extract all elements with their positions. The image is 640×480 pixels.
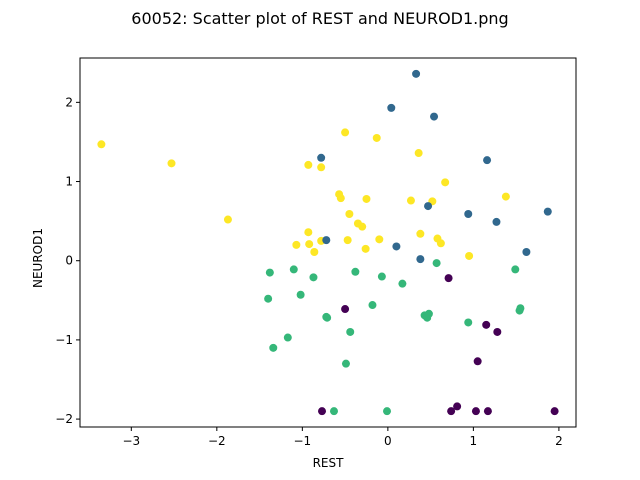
scatter-point [351,267,360,276]
scatter-point [447,407,456,416]
scatter-point [412,69,421,78]
y-tick-label: 1 [65,175,73,189]
scatter-point [483,407,492,416]
scatter-point [283,333,292,342]
scatter-point [550,407,559,416]
x-axis-label: REST [313,456,345,470]
y-tick-label: −1 [55,333,73,347]
scatter-point [432,259,441,268]
scatter-point [323,313,332,322]
x-tick-label: −2 [208,434,226,448]
scatter-point [368,301,377,310]
scatter-point [343,236,352,245]
scatter-point [511,265,520,274]
scatter-point [464,318,473,327]
scatter-point [444,274,453,283]
scatter-point [310,248,319,256]
scatter-point [501,192,510,201]
scatter-point [430,112,439,121]
y-tick-label: 0 [65,254,73,268]
scatter-point [441,178,450,187]
scatter-point [265,268,274,277]
y-tick-label: 2 [65,95,73,109]
scatter-point [375,235,384,244]
x-tick-label: −3 [122,434,140,448]
scatter-point [516,304,525,313]
scatter-point [264,294,273,303]
scatter-point [341,305,350,314]
scatter-point [414,149,423,158]
axes-frame [79,57,577,428]
scatter-point [296,290,305,299]
scatter-point [465,251,474,260]
scatter-point [318,407,327,416]
plot-area: −3 −2 −1 0 1 2 −2 −1 0 1 2 [55,57,577,448]
scatter-point [377,272,386,281]
scatter-point [436,239,445,248]
scatter-point [223,215,232,224]
scatter-point [317,163,326,172]
scatter-point [398,279,407,288]
scatter-point [424,309,433,318]
scatter-point [464,209,473,218]
scatter-point [336,194,345,203]
scatter-point [304,160,313,169]
x-tick-label: 0 [384,434,392,448]
scatter-point [317,153,326,162]
scatter-point [329,407,338,416]
scatter-point [482,320,491,329]
scatter-point [522,248,531,256]
scatter-point [471,407,480,416]
scatter-point [346,327,355,336]
scatter-point [473,357,482,366]
scatter-point [97,140,106,149]
x-tick-label: −1 [293,434,311,448]
scatter-point [358,222,367,231]
scatter-point [289,265,298,274]
chart-title: 60052: Scatter plot of REST and NEUROD1.… [131,9,508,28]
scatter-point [341,128,350,137]
scatter-point [483,156,492,165]
y-tick-label: −2 [55,412,73,426]
x-tick-label: 1 [470,434,478,448]
scatter-point [383,407,392,416]
scatter-point [341,359,350,368]
scatter-point [345,209,354,218]
scatter-point [492,217,501,226]
scatter-point [322,236,331,245]
scatter-point [309,273,318,282]
scatter-point [453,402,462,411]
y-axis-label: NEUROD1 [31,228,45,288]
scatter-point [416,229,425,238]
scatter-point [304,228,313,237]
scatter-point [543,207,552,216]
scatter-point [269,343,278,352]
scatter-point [362,194,371,203]
scatter-point [493,327,502,336]
scatter-point [416,255,425,264]
scatter-point [361,244,370,253]
scatter-point [292,240,301,249]
scatter-point [406,196,415,205]
scatter-point [387,103,396,112]
scatter-point [305,240,314,249]
scatter-point [372,133,381,142]
scatter-point [167,159,176,168]
x-tick-label: 2 [555,434,563,448]
scatter-point [392,242,401,251]
scatter-point [424,202,433,211]
